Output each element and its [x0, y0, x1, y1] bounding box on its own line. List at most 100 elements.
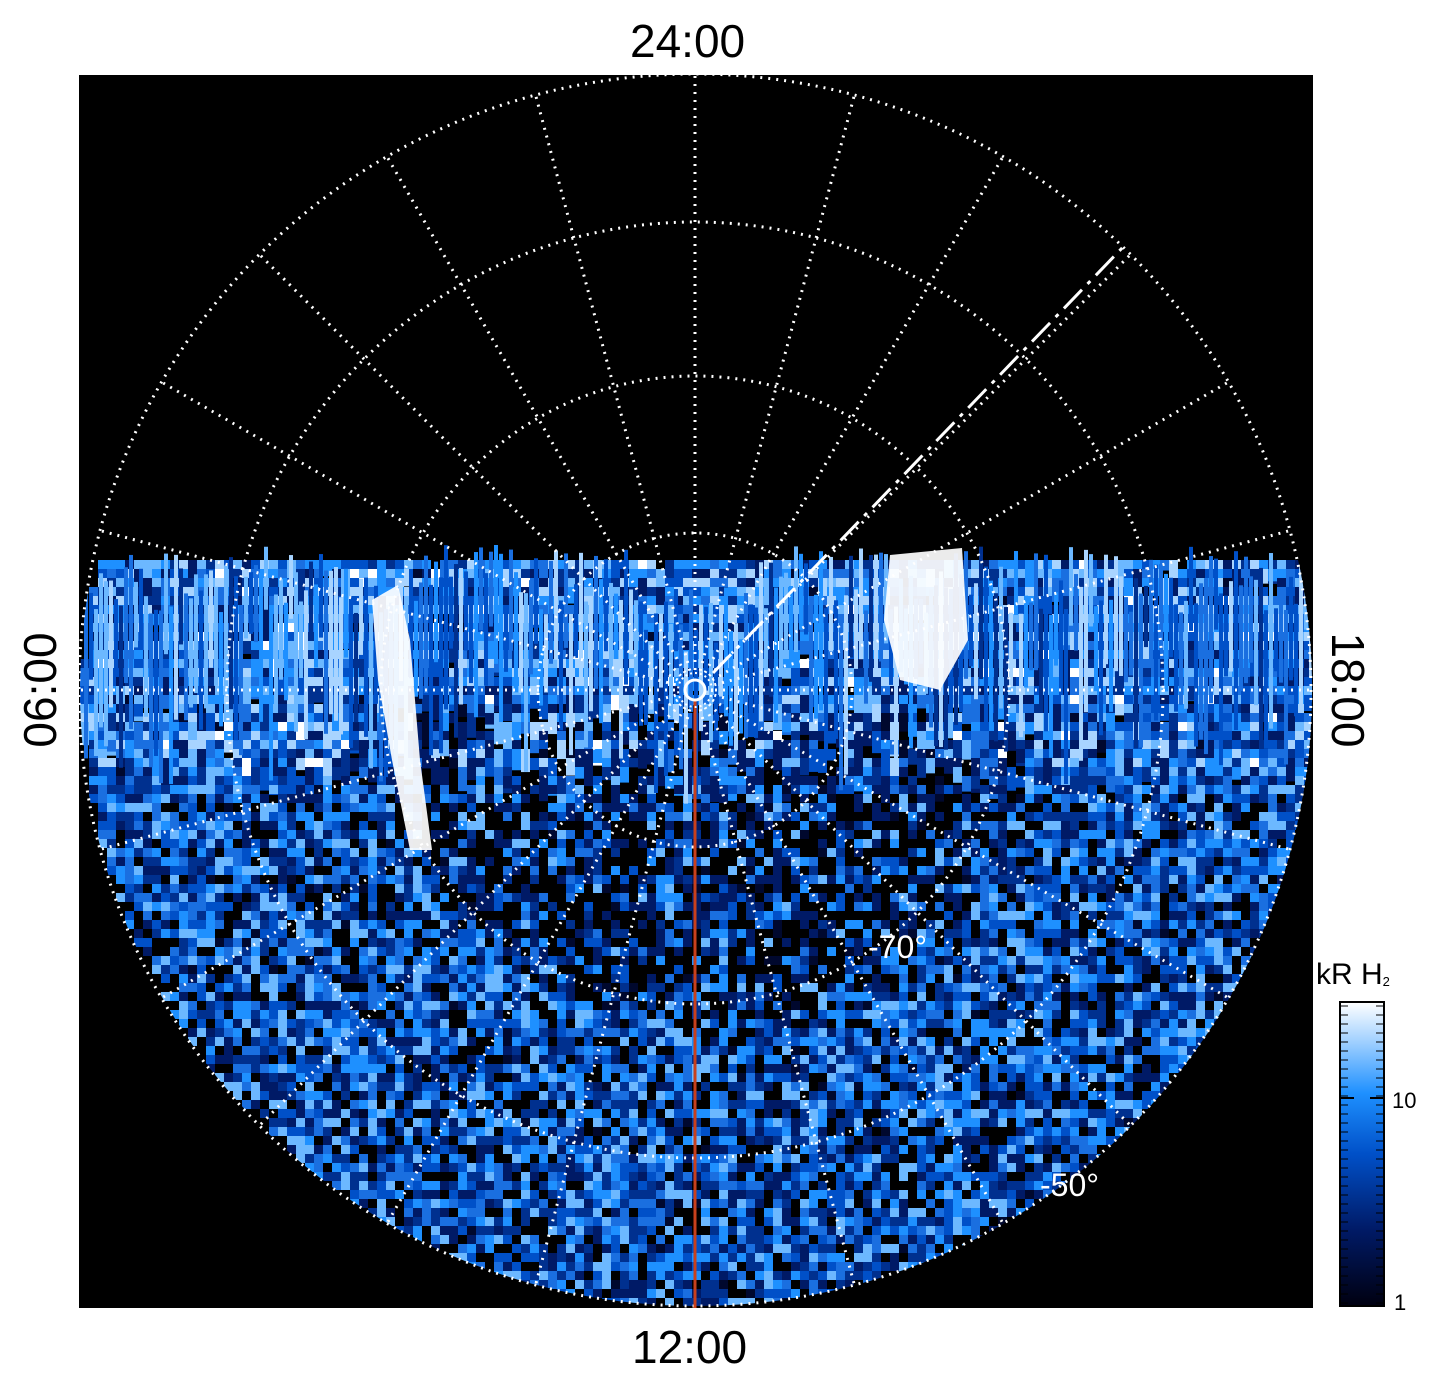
emission-cell	[1178, 839, 1187, 848]
emission-cell	[269, 911, 278, 920]
emission-cell	[701, 740, 710, 756]
emission-cell	[485, 668, 494, 683]
emission-cell	[1169, 686, 1178, 696]
emission-cell	[350, 803, 359, 812]
emission-cell	[1286, 722, 1295, 736]
emission-cell	[701, 902, 710, 911]
emission-cell	[305, 749, 314, 766]
emission-cell	[188, 965, 197, 974]
emission-cell	[629, 947, 638, 956]
emission-cell	[386, 956, 395, 965]
emission-cell	[296, 911, 305, 920]
emission-cell	[530, 911, 539, 920]
emission-cell	[476, 794, 485, 803]
emission-cell	[287, 821, 296, 830]
emission-cell	[413, 875, 422, 884]
emission-cell	[1052, 785, 1061, 794]
emission-cell	[737, 569, 746, 585]
emission-cell	[701, 785, 710, 794]
emission-cell	[881, 794, 890, 803]
emission-cell	[161, 830, 170, 839]
emission-cell	[809, 929, 818, 938]
emission-cell	[494, 893, 503, 902]
emission-cell	[413, 965, 422, 974]
emission-cell	[935, 866, 944, 875]
emission-cell	[953, 830, 962, 839]
emission-cell	[404, 938, 413, 947]
emission-cell	[1115, 794, 1124, 803]
emission-cell	[431, 686, 440, 696]
emission-cell	[899, 866, 908, 875]
emission-cell	[1034, 857, 1043, 866]
emission-cell	[1142, 956, 1151, 965]
emission-cell	[980, 884, 989, 893]
emission-cell	[458, 812, 467, 821]
emission-cell	[1160, 794, 1169, 803]
emission-cell	[1133, 794, 1142, 803]
emission-cell	[773, 803, 782, 812]
emission-cell	[548, 677, 557, 692]
emission-cell	[1115, 911, 1124, 920]
emission-cell	[971, 749, 980, 766]
emission-cell	[719, 767, 728, 790]
emission-cell	[863, 605, 872, 616]
emission-cell	[1106, 929, 1115, 938]
emission-cell	[1160, 749, 1169, 764]
emission-cell	[1079, 722, 1088, 741]
emission-cell	[584, 911, 593, 920]
emission-cell	[1070, 875, 1079, 884]
emission-cell	[800, 911, 809, 920]
emission-cell	[197, 839, 206, 848]
emission-cell	[593, 749, 602, 763]
emission-cell	[467, 902, 476, 911]
emission-cell	[386, 938, 395, 947]
emission-cell	[143, 947, 152, 956]
emission-cell	[197, 893, 206, 902]
emission-cell	[557, 560, 566, 571]
emission-cell	[773, 875, 782, 884]
emission-cell	[962, 929, 971, 938]
emission-cell	[899, 695, 908, 708]
emission-cell	[1250, 857, 1259, 866]
emission-cell	[1205, 731, 1214, 744]
emission-cell	[755, 785, 764, 794]
emission-cell	[548, 956, 557, 965]
emission-cell	[170, 911, 179, 920]
emission-cell	[845, 677, 854, 687]
emission-cell	[674, 785, 683, 794]
emission-cell	[647, 803, 656, 812]
emission-cell	[863, 731, 872, 747]
emission-cell	[503, 677, 512, 690]
emission-cell	[530, 938, 539, 947]
emission-cell	[746, 830, 755, 839]
emission-cell	[143, 803, 152, 812]
emission-cell	[989, 893, 998, 902]
emission-cell	[845, 866, 854, 875]
emission-cell	[188, 812, 197, 821]
emission-cell	[359, 839, 368, 848]
emission-cell	[890, 866, 899, 875]
emission-cell	[1079, 947, 1088, 956]
emission-cell	[431, 830, 440, 839]
emission-cell	[773, 902, 782, 911]
emission-cell	[521, 920, 530, 929]
emission-cell	[584, 839, 593, 848]
emission-cell	[620, 686, 629, 699]
emission-cell	[809, 587, 818, 600]
emission-cell	[1142, 767, 1151, 782]
emission-cell	[359, 668, 368, 682]
emission-cell	[1016, 578, 1025, 593]
emission-cell	[674, 623, 683, 646]
emission-cell	[1124, 857, 1133, 866]
emission-cell	[287, 902, 296, 911]
emission-cell	[206, 704, 215, 722]
emission-cell	[629, 902, 638, 911]
emission-cell	[701, 920, 710, 929]
emission-cell	[368, 605, 377, 615]
emission-cell	[827, 713, 836, 733]
emission-cell	[1160, 776, 1169, 790]
emission-cell	[224, 758, 233, 776]
emission-cell	[548, 857, 557, 866]
emission-cell	[1214, 587, 1223, 601]
emission-cell	[1016, 929, 1025, 938]
